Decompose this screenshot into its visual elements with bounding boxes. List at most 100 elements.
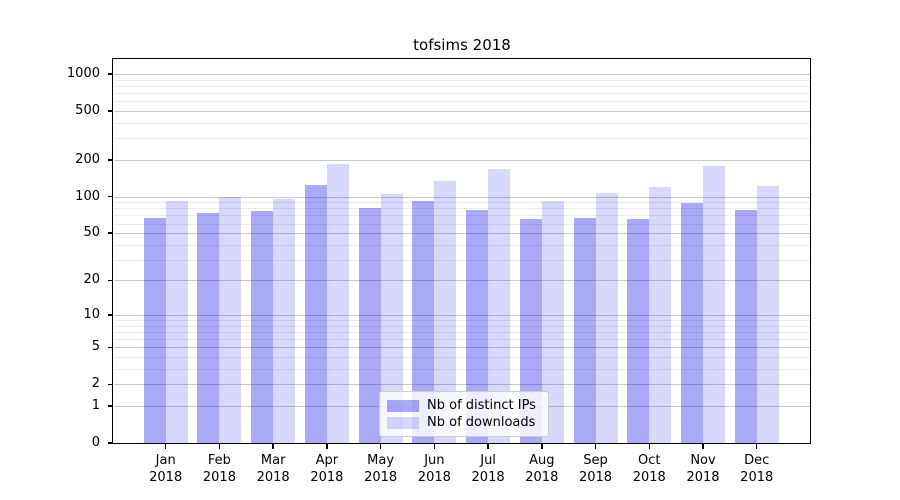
y-tick-label: 200 <box>75 151 100 167</box>
bar-downloads <box>219 196 242 443</box>
bar-downloads <box>703 165 725 443</box>
x-tick <box>272 444 274 449</box>
gridline-minor <box>114 123 810 125</box>
x-tick <box>702 444 704 449</box>
gridline-major <box>114 347 810 349</box>
y-tick <box>108 346 113 349</box>
bar-downloads <box>488 169 511 443</box>
y-tick <box>108 159 113 161</box>
x-tick-label: Aug 2018 <box>525 453 559 485</box>
bar-distinct-ips <box>519 218 542 443</box>
bar-distinct-ips <box>358 208 381 443</box>
gridline-minor <box>114 259 810 261</box>
bar-downloads <box>273 199 296 443</box>
bar-distinct-ips <box>304 184 327 443</box>
gridline-minor <box>114 244 810 246</box>
gridline-minor <box>114 93 810 95</box>
x-tick-label: Mar 2018 <box>256 453 290 485</box>
y-tick <box>108 195 113 198</box>
gridline-major <box>114 315 810 316</box>
gridline-minor <box>114 79 810 81</box>
bar-distinct-ips <box>412 200 435 443</box>
x-tick-label: Nov 2018 <box>686 453 720 485</box>
y-tick-label: 500 <box>75 103 100 119</box>
y-tick <box>108 73 113 75</box>
gridline-minor <box>114 339 810 341</box>
x-tick-label: May 2018 <box>364 453 398 485</box>
gridline-major <box>114 233 810 235</box>
y-tick-label: 1 <box>91 398 100 413</box>
gridline-minor <box>114 86 810 88</box>
y-tick <box>108 405 113 407</box>
bar-downloads <box>595 193 618 443</box>
bar-distinct-ips <box>681 203 703 443</box>
bar-downloads <box>756 185 779 443</box>
bar-downloads <box>380 193 403 443</box>
x-tick-label: Apr 2018 <box>310 453 344 485</box>
x-tick-label: Dec 2018 <box>740 453 774 485</box>
gridline-minor <box>114 369 810 370</box>
y-tick <box>108 383 113 386</box>
x-tick <box>164 444 167 449</box>
bar-downloads <box>434 180 457 443</box>
y-tick-label: 1000 <box>66 66 100 82</box>
y-tick-label: 5 <box>91 339 100 355</box>
bar-distinct-ips <box>734 209 757 443</box>
x-tick-label: Feb 2018 <box>202 453 236 485</box>
y-tick-label: 2 <box>91 376 100 392</box>
x-tick <box>648 444 651 449</box>
bar-downloads <box>165 201 188 443</box>
bar-downloads <box>541 200 564 443</box>
y-tick-label: 50 <box>83 225 100 241</box>
x-tick <box>594 444 597 449</box>
gridline-minor <box>114 223 810 225</box>
y-tick <box>108 279 113 282</box>
gridline-minor <box>114 101 810 103</box>
x-tick <box>218 444 221 449</box>
gridline-minor <box>114 325 810 327</box>
y-tick <box>108 110 113 112</box>
y-tick <box>108 314 113 316</box>
y-tick-label: 0 <box>91 435 100 450</box>
gridline-minor <box>114 202 810 204</box>
x-tick-label: Oct 2018 <box>632 453 666 485</box>
gridline-major <box>114 196 810 198</box>
x-tick <box>433 444 436 449</box>
x-tick <box>379 444 382 449</box>
gridline-major <box>114 280 810 282</box>
y-tick-label: 20 <box>83 272 100 288</box>
legend-item-downloads: Nb of downloads <box>387 415 540 430</box>
gridline-minor <box>114 208 810 210</box>
gridline-minor <box>114 215 810 217</box>
x-tick-label: Jan 2018 <box>149 453 183 485</box>
bar-distinct-ips <box>466 209 489 443</box>
y-tick-label: 10 <box>83 307 100 322</box>
x-tick-label: Jul 2018 <box>471 453 505 485</box>
legend-label-downloads: Nb of downloads <box>427 415 536 430</box>
gridline-major <box>114 159 810 161</box>
x-tick <box>487 444 489 449</box>
x-tick <box>755 444 758 449</box>
x-tick-label: Jun 2018 <box>417 453 451 485</box>
plot-area <box>114 60 810 443</box>
gridline-minor <box>114 320 810 322</box>
legend-swatch-distinct-ips <box>387 399 419 412</box>
gridline-minor <box>114 357 810 359</box>
legend: Nb of distinct IPs Nb of downloads <box>379 391 549 437</box>
x-tick <box>326 444 328 449</box>
y-tick <box>108 232 113 234</box>
gridline-minor <box>114 332 810 333</box>
legend-item-distinct-ips: Nb of distinct IPs <box>387 398 540 413</box>
bar-distinct-ips <box>251 211 274 443</box>
legend-swatch-downloads <box>387 416 419 429</box>
gridline-major <box>114 111 810 113</box>
bar-downloads <box>649 187 672 443</box>
y-tick <box>108 442 113 444</box>
y-tick-label: 100 <box>75 188 100 204</box>
x-tick-label: Sep 2018 <box>578 453 613 485</box>
bar-distinct-ips <box>627 219 650 443</box>
gridline-major <box>114 384 810 386</box>
gridline-major <box>114 74 810 76</box>
bar-distinct-ips <box>197 213 220 443</box>
